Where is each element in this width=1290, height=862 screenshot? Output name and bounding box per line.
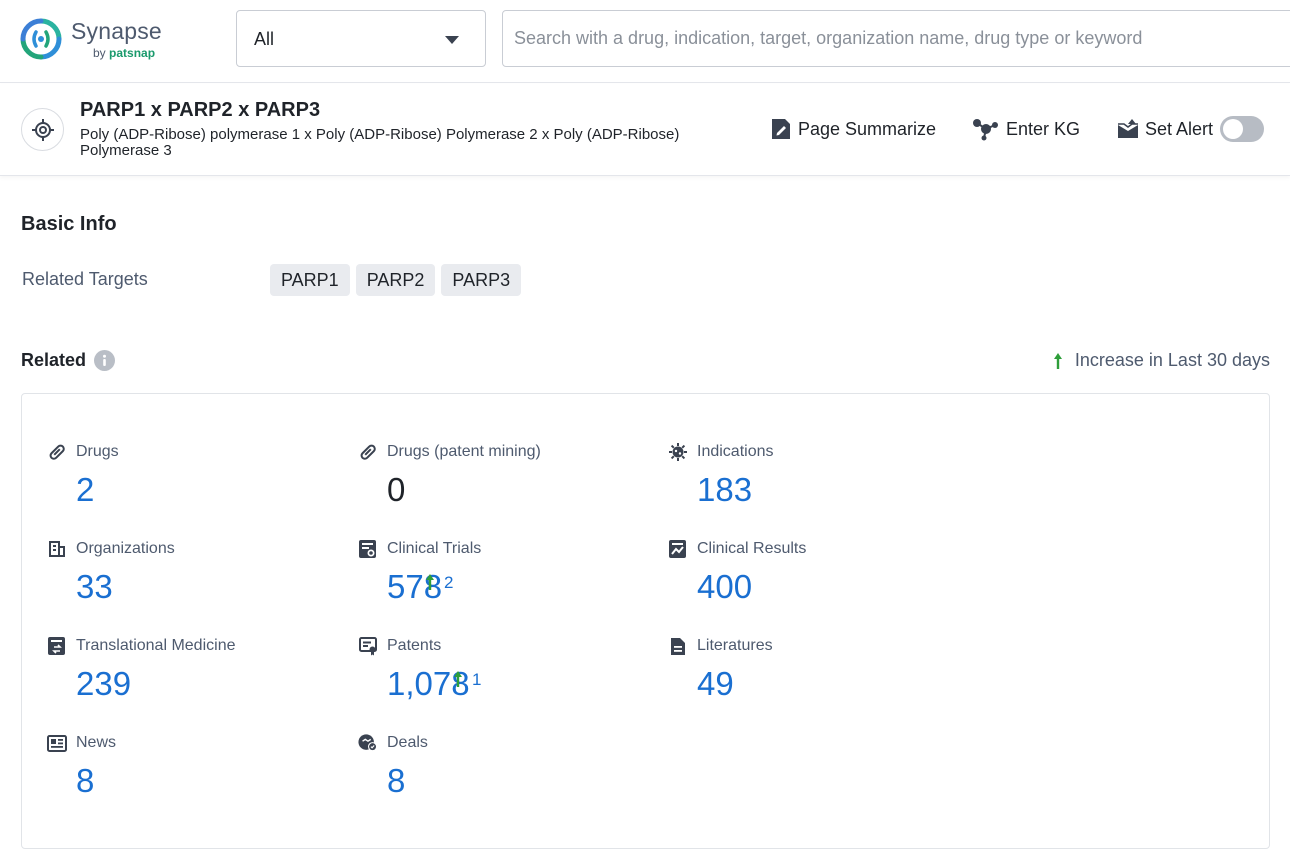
news-icon — [47, 733, 67, 753]
stat-header: Indications — [668, 442, 774, 462]
caret-down-icon — [445, 36, 459, 44]
stat-value[interactable]: 239 — [76, 664, 131, 704]
page-title: PARP1 x PARP2 x PARP3 — [80, 99, 320, 122]
stat-header: Deals — [358, 733, 428, 753]
stat-label: Literatures — [697, 637, 773, 655]
synapse-logo-icon — [19, 17, 63, 61]
arrow-up-icon — [425, 573, 435, 591]
basic-info-heading: Basic Info — [21, 213, 117, 236]
stat-label: Organizations — [76, 540, 175, 558]
enter-kg-label: Enter KG — [1006, 119, 1080, 140]
building-icon — [47, 539, 67, 559]
search-scope-value: All — [254, 29, 274, 50]
stat-increase-value: 1 — [472, 670, 481, 690]
target-tag[interactable]: PARP3 — [441, 264, 521, 296]
app-byline: by patsnap — [93, 46, 155, 60]
stat-header: Patents — [358, 636, 441, 656]
increase-legend: Increase in Last 30 days — [1053, 350, 1270, 371]
stat-patents[interactable]: Patents 1,078 1 — [358, 636, 658, 716]
stat-header: Literatures — [668, 636, 773, 656]
target-tag[interactable]: PARP2 — [356, 264, 436, 296]
stat-organizations[interactable]: Organizations 33 — [47, 539, 347, 619]
edit-document-icon — [771, 118, 792, 140]
stat-deals[interactable]: Deals 8 — [358, 733, 658, 813]
arrow-up-icon — [1053, 352, 1063, 370]
related-stats-card: Drugs 2 Drugs (patent mining) 0 Indicati… — [21, 393, 1270, 849]
search-scope-select[interactable]: All — [236, 10, 486, 67]
related-targets-tags: PARP1 PARP2 PARP3 — [270, 264, 521, 296]
related-heading-label: Related — [21, 350, 86, 371]
stat-label: Patents — [387, 637, 441, 655]
stat-value[interactable]: 183 — [697, 470, 752, 510]
stat-label: Drugs — [76, 443, 119, 461]
stat-header: Clinical Results — [668, 539, 806, 559]
search-box[interactable] — [502, 10, 1290, 67]
target-icon — [21, 108, 64, 151]
stat-label: Clinical Results — [697, 540, 806, 558]
stat-value[interactable]: 49 — [697, 664, 734, 704]
patent-icon — [358, 636, 378, 656]
info-icon[interactable] — [94, 350, 115, 371]
set-alert-label: Set Alert — [1145, 119, 1213, 140]
related-heading: Related — [21, 350, 115, 371]
set-alert-button[interactable]: Set Alert — [1117, 116, 1213, 142]
stat-label: Indications — [697, 443, 774, 461]
synapse-logo[interactable]: Synapse by patsnap — [19, 16, 179, 64]
app-by-prefix: by — [93, 46, 106, 60]
increase-legend-label: Increase in Last 30 days — [1075, 350, 1270, 371]
pill-icon — [47, 442, 67, 462]
stat-label: Translational Medicine — [76, 637, 235, 655]
set-alert-toggle[interactable] — [1220, 116, 1264, 142]
stat-label: Drugs (patent mining) — [387, 443, 541, 461]
target-tag[interactable]: PARP1 — [270, 264, 350, 296]
stat-news[interactable]: News 8 — [47, 733, 347, 813]
stat-translational-medicine[interactable]: Translational Medicine 239 — [47, 636, 347, 716]
translational-medicine-icon — [47, 636, 67, 656]
stat-header: Drugs — [47, 442, 119, 462]
stat-value[interactable]: 2 — [76, 470, 94, 510]
stat-header: Clinical Trials — [358, 539, 481, 559]
entity-header: PARP1 x PARP2 x PARP3 Poly (ADP-Ribose) … — [0, 84, 1290, 176]
page-subtitle: Poly (ADP-Ribose) polymerase 1 x Poly (A… — [80, 127, 760, 159]
stat-label: News — [76, 734, 116, 752]
stat-header: Drugs (patent mining) — [358, 442, 541, 462]
stat-header: News — [47, 733, 116, 753]
stat-value: 0 — [387, 470, 405, 510]
page-summarize-button[interactable]: Page Summarize — [771, 116, 936, 142]
stat-literatures[interactable]: Literatures 49 — [668, 636, 968, 716]
clinical-result-icon — [668, 539, 688, 559]
knowledge-graph-icon — [972, 117, 1000, 141]
deal-icon — [358, 733, 378, 753]
stat-header: Translational Medicine — [47, 636, 235, 656]
document-icon — [668, 636, 688, 656]
stat-header: Organizations — [47, 539, 175, 559]
related-targets-label: Related Targets — [22, 269, 148, 290]
stat-indications[interactable]: Indications 183 — [668, 442, 968, 522]
enter-kg-button[interactable]: Enter KG — [972, 116, 1080, 142]
toggle-knob — [1223, 119, 1243, 139]
stat-label: Deals — [387, 734, 428, 752]
stat-clinical-results[interactable]: Clinical Results 400 — [668, 539, 968, 619]
search-input[interactable] — [514, 11, 1274, 66]
arrow-up-icon — [453, 670, 463, 688]
stat-value[interactable]: 33 — [76, 567, 113, 607]
virus-icon — [668, 442, 688, 462]
stat-drugs-patent-mining[interactable]: Drugs (patent mining) 0 — [358, 442, 658, 522]
stat-drugs[interactable]: Drugs 2 — [47, 442, 347, 522]
app-by-brand: patsnap — [109, 46, 155, 60]
stat-increase[interactable]: 2 — [425, 573, 453, 593]
alert-mail-icon — [1117, 119, 1139, 139]
stat-value[interactable]: 400 — [697, 567, 752, 607]
pill-icon — [358, 442, 378, 462]
clinical-trial-icon — [358, 539, 378, 559]
stat-increase-value: 2 — [444, 573, 453, 593]
stat-increase[interactable]: 1 — [453, 670, 481, 690]
stat-value[interactable]: 8 — [387, 761, 405, 801]
app-name: Synapse — [71, 18, 162, 45]
page-summarize-label: Page Summarize — [798, 119, 936, 140]
stat-clinical-trials[interactable]: Clinical Trials 578 2 — [358, 539, 658, 619]
stat-label: Clinical Trials — [387, 540, 481, 558]
top-bar: Synapse by patsnap All — [0, 0, 1290, 83]
stat-value[interactable]: 8 — [76, 761, 94, 801]
